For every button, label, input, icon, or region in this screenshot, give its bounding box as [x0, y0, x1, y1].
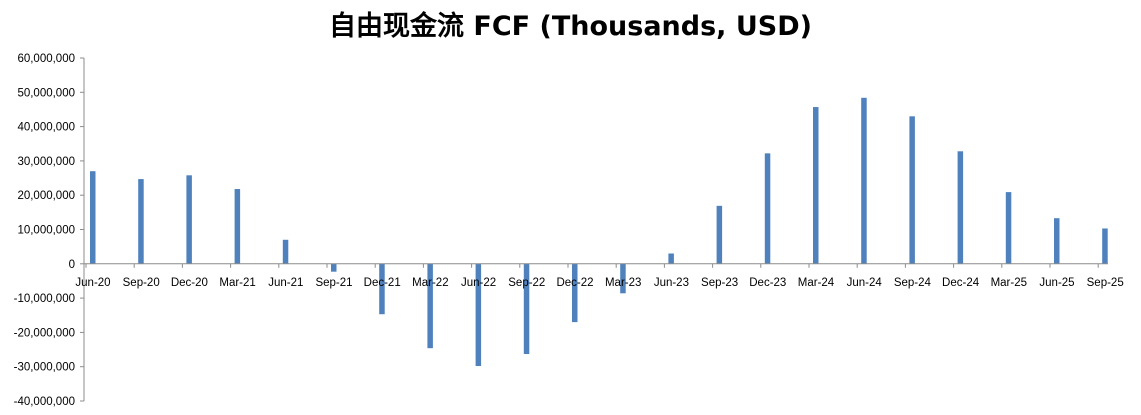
- bar: [861, 97, 867, 264]
- x-tick-label: Mar-22: [412, 277, 448, 289]
- x-tick-label: Jun-22: [461, 277, 496, 289]
- bar: [764, 153, 771, 264]
- x-tick-label: Jun-21: [268, 277, 303, 289]
- bar: [716, 205, 723, 264]
- x-tick-label: Sep-22: [508, 277, 545, 289]
- x-tick-label: Sep-25: [1087, 277, 1124, 289]
- bar: [572, 263, 578, 323]
- bar: [331, 263, 337, 272]
- x-tick-label: Mar-23: [605, 277, 641, 289]
- y-tick-label: -30,000,000: [14, 362, 75, 374]
- x-tick-label: Sep-21: [315, 277, 352, 289]
- x-tick-label: Sep-24: [894, 277, 932, 289]
- y-tick-label: 60,000,000: [17, 53, 75, 65]
- x-tick-label: Mar-21: [219, 277, 255, 289]
- bar: [957, 151, 964, 264]
- bar: [379, 263, 385, 315]
- y-tick-label: 20,000,000: [17, 190, 75, 202]
- bar: [90, 171, 96, 264]
- x-tick-label: Dec-24: [942, 277, 980, 289]
- bar: [427, 263, 433, 349]
- x-tick-label: Jun-23: [654, 277, 689, 289]
- x-tick-label: Dec-22: [556, 277, 593, 289]
- chart-title: 自由现金流 FCF (Thousands, USD): [329, 11, 812, 42]
- x-tick-label: Dec-23: [749, 277, 786, 289]
- x-tick-label: Jun-25: [1039, 277, 1074, 289]
- bar: [1005, 192, 1012, 264]
- y-tick-label: 30,000,000: [17, 156, 75, 168]
- y-tick-label: -40,000,000: [14, 396, 75, 408]
- x-tick-label: Sep-23: [701, 277, 738, 289]
- x-tick-label: Jun-24: [847, 277, 883, 289]
- x-tick-label: Mar-24: [798, 277, 835, 289]
- y-tick-label: 50,000,000: [17, 87, 75, 99]
- bar: [1054, 218, 1060, 264]
- bar: [523, 263, 530, 355]
- bar: [138, 179, 144, 264]
- x-tick-label: Mar-25: [991, 277, 1027, 289]
- bar: [620, 263, 626, 294]
- x-tick-label: Sep-20: [123, 277, 160, 289]
- bar: [909, 116, 915, 264]
- bar: [813, 107, 819, 264]
- bar: [475, 263, 482, 367]
- y-tick-label: 10,000,000: [17, 225, 75, 237]
- bar: [234, 189, 241, 264]
- x-tick-label: Dec-21: [364, 277, 401, 289]
- bar: [186, 175, 192, 264]
- x-tick-label: Jun-20: [75, 277, 110, 289]
- x-tick-label: Dec-20: [171, 277, 208, 289]
- bar: [282, 239, 289, 264]
- y-tick-label: -20,000,000: [14, 327, 75, 339]
- bar: [1102, 228, 1108, 264]
- y-tick-label: 40,000,000: [17, 122, 75, 134]
- bar: [668, 253, 674, 264]
- y-tick-label: 0: [69, 259, 75, 271]
- y-tick-label: -10,000,000: [14, 293, 75, 305]
